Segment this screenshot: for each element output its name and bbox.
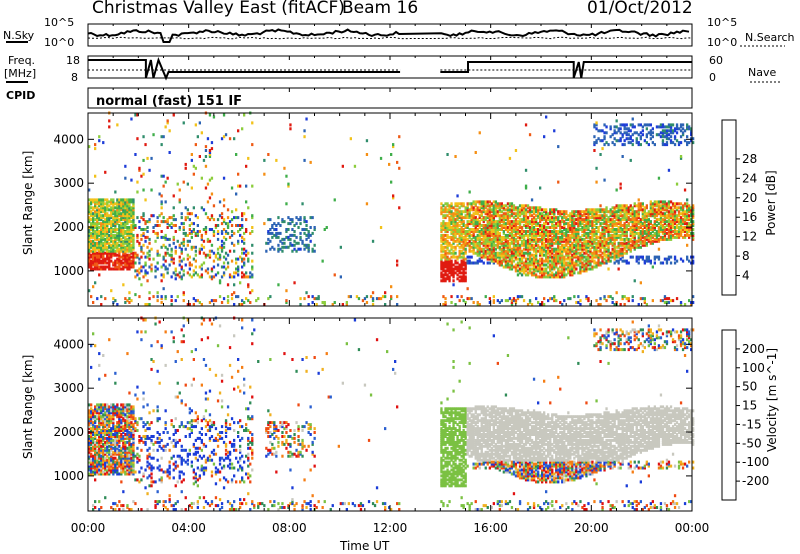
noise-left-tick-top: 10^5 <box>44 16 75 29</box>
power-colorbar-tick-label: 8 <box>742 249 750 263</box>
cpid-label: CPID <box>6 89 36 102</box>
noise-search-label: N.Search <box>745 31 795 44</box>
nave-label: Nave <box>748 66 777 79</box>
freq-tick-top: 18 <box>66 54 80 67</box>
x-tick-label: 12:00 <box>373 521 408 535</box>
velocity-colorbar-tick-label: 200 <box>742 342 765 356</box>
y-tick-label: 4000 <box>53 132 84 146</box>
y-axis-label-power: Slant Range [km] <box>21 150 35 255</box>
colorbar-label-power: Power [dB] <box>764 170 778 236</box>
velocity-colorbar-tick-label: 100 <box>742 361 765 375</box>
power-colorbar-tick-label: 24 <box>742 171 757 185</box>
chart-title: Christmas Valley East (fitACF) <box>92 0 345 18</box>
y-tick-label: 2000 <box>53 425 84 439</box>
x-axis-label: Time UT <box>340 539 390 553</box>
x-tick-label: 16:00 <box>473 521 508 535</box>
power-colorbar-tick-label: 16 <box>742 210 757 224</box>
freq-tick-bottom: 8 <box>71 71 78 84</box>
velocity-heatmap <box>88 316 695 511</box>
velocity-colorbar-tick-label: -100 <box>742 455 769 469</box>
x-tick-label: 20:00 <box>574 521 609 535</box>
freq-label-line2: [MHz] <box>4 67 37 80</box>
power-colorbar-tick-label: 12 <box>742 230 757 244</box>
noise-search-series <box>87 36 693 40</box>
y-tick-label: 3000 <box>53 381 84 395</box>
x-tick-label: 00:00 <box>71 521 106 535</box>
power-colorbar-tick-label: 20 <box>742 191 757 205</box>
x-tick-label: 00:00 <box>675 521 710 535</box>
beam-label: Beam 16 <box>342 0 419 18</box>
date-label: 01/Oct/2012 <box>587 0 693 18</box>
noise-sky-series <box>87 28 690 43</box>
x-tick-label: 04:00 <box>171 521 206 535</box>
y-tick-label: 2000 <box>53 220 84 234</box>
nave-tick-top: 60 <box>709 54 723 67</box>
freq-series <box>88 56 692 81</box>
noise-sky-label: N.Sky <box>3 29 35 42</box>
y-tick-label: 1000 <box>53 469 84 483</box>
velocity-colorbar-tick-label: -15 <box>742 417 762 431</box>
nave-tick-bottom: 0 <box>709 71 716 84</box>
power-colorbar-tick-label: 28 <box>742 152 757 166</box>
noise-right-tick-bottom: 10^0 <box>707 36 738 49</box>
power-colorbar-tick-label: 4 <box>742 269 750 283</box>
cpid-mode-text: normal (fast) 151 IF <box>96 94 243 109</box>
noise-left-tick-bottom: 10^0 <box>44 36 75 49</box>
velocity-colorbar-frame <box>721 329 737 501</box>
velocity-colorbar-tick-label: -200 <box>742 474 769 488</box>
power-heatmap <box>88 111 695 306</box>
power-colorbar-frame <box>721 119 737 296</box>
velocity-colorbar-tick-label: 50 <box>742 380 757 394</box>
freq-label-line1: Freq. <box>8 54 36 67</box>
x-tick-label: 08:00 <box>272 521 307 535</box>
y-tick-label: 3000 <box>53 176 84 190</box>
noise-right-tick-top: 10^5 <box>707 16 738 29</box>
colorbar-label-velocity: Velocity [m s^-1] <box>765 347 779 452</box>
y-tick-label: 4000 <box>53 337 84 351</box>
y-tick-label: 1000 <box>53 264 84 278</box>
velocity-colorbar-tick-label: -50 <box>742 436 762 450</box>
velocity-colorbar-tick-label: 15 <box>742 399 757 413</box>
y-axis-label-velocity: Slant Range [km] <box>21 354 35 459</box>
